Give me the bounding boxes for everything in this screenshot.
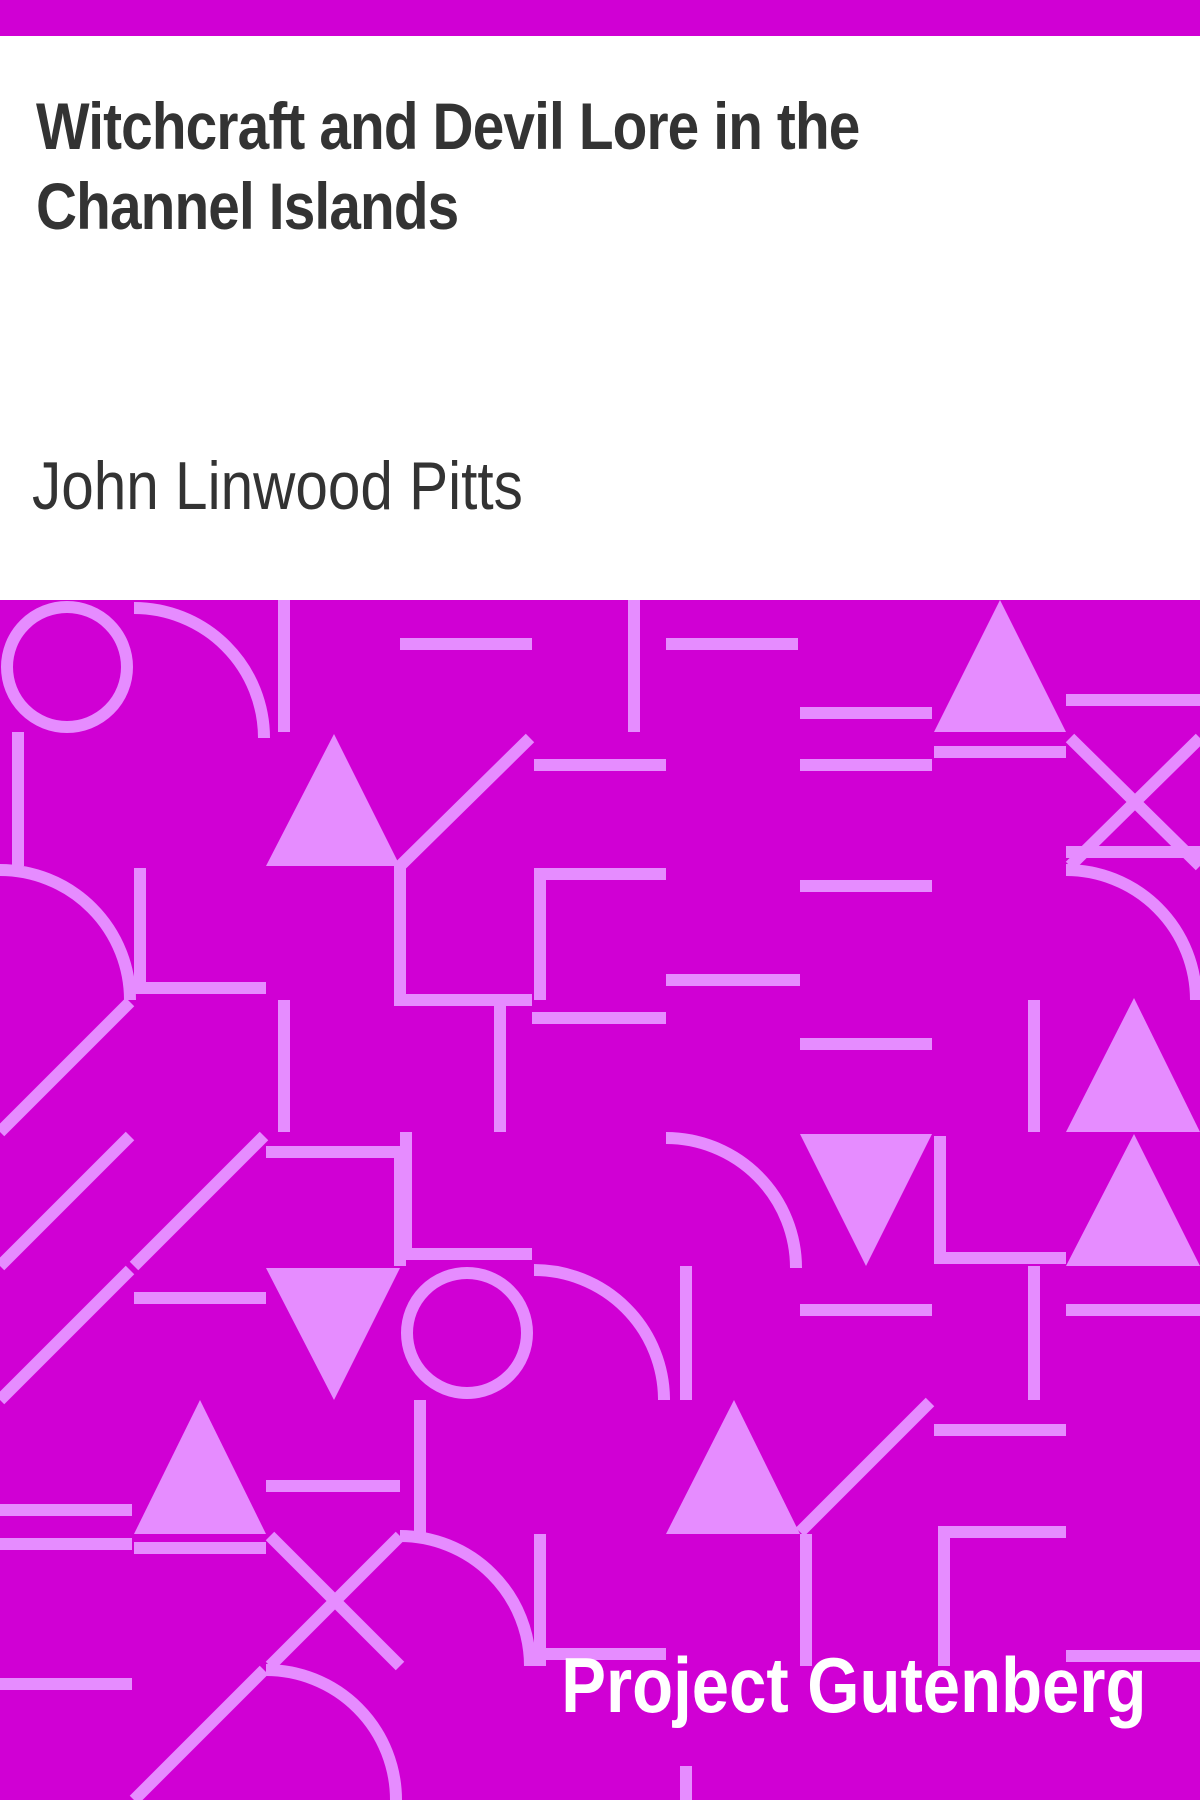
decorative-pattern (0, 600, 1200, 1800)
title-panel (0, 36, 1200, 600)
book-author: John Linwood Pitts (32, 448, 523, 524)
top-color-bar (0, 0, 1200, 36)
book-title: Witchcraft and Devil Lore in the Channel… (36, 89, 860, 243)
geometric-pattern-art (0, 600, 1200, 1800)
publisher-logo-text: Project Gutenberg (560, 1641, 1146, 1729)
